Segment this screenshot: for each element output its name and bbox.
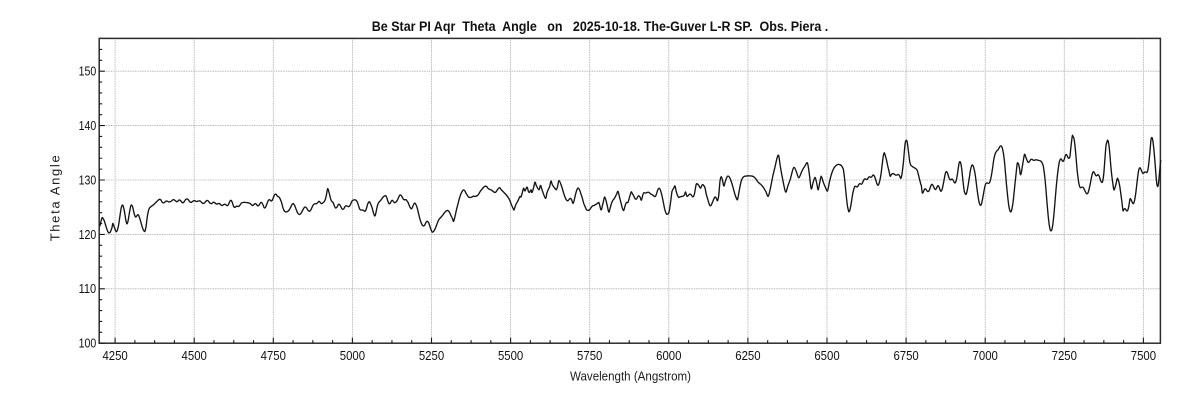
svg-text:4750: 4750 xyxy=(261,348,286,363)
svg-text:5750: 5750 xyxy=(577,348,602,363)
svg-text:130: 130 xyxy=(79,172,97,187)
svg-text:Wavelength (Angstrom): Wavelength (Angstrom) xyxy=(570,369,691,384)
svg-text:4250: 4250 xyxy=(102,348,127,363)
svg-text:7000: 7000 xyxy=(973,348,998,363)
svg-text:6000: 6000 xyxy=(656,348,681,363)
svg-text:6750: 6750 xyxy=(893,348,918,363)
svg-text:4500: 4500 xyxy=(182,348,207,363)
svg-text:110: 110 xyxy=(79,281,97,296)
svg-text:7500: 7500 xyxy=(1131,348,1156,363)
svg-text:6500: 6500 xyxy=(814,348,839,363)
svg-text:6250: 6250 xyxy=(735,348,760,363)
svg-text:Be Star PI Aqr Theta Angle: Be Star PI Aqr Theta Angle on 2025-10-18… xyxy=(372,19,829,34)
svg-text:7250: 7250 xyxy=(1052,348,1077,363)
svg-text:5500: 5500 xyxy=(498,348,523,363)
svg-text:5000: 5000 xyxy=(340,348,365,363)
svg-text:100: 100 xyxy=(79,336,97,351)
svg-text:5250: 5250 xyxy=(419,348,444,363)
svg-text:Theta Angle: Theta Angle xyxy=(47,155,62,241)
svg-text:140: 140 xyxy=(79,118,97,133)
svg-text:120: 120 xyxy=(79,227,97,242)
svg-text:150: 150 xyxy=(79,64,97,79)
